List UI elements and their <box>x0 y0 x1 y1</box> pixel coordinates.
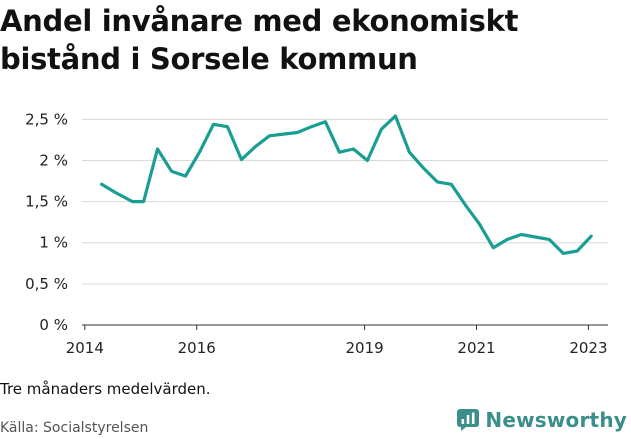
data-point <box>184 174 187 178</box>
series-line <box>99 114 593 255</box>
data-point <box>310 125 313 128</box>
data-point <box>548 238 551 241</box>
data-point <box>534 235 537 239</box>
data-point <box>562 252 565 255</box>
chart-title: Andel invånare med ekonomiskt bistånd i … <box>0 4 519 76</box>
data-point <box>324 120 327 124</box>
x-tick-label: 2023 <box>569 339 607 357</box>
y-axis-ticks: 0 % 0,5 % 1 % 1,5 % 2 % 2,5 % <box>25 110 68 334</box>
data-point <box>394 114 397 118</box>
x-tick-label: 2014 <box>66 339 104 357</box>
data-point <box>100 183 103 186</box>
data-point <box>131 200 134 203</box>
y-tick-label: 1 % <box>39 234 68 252</box>
data-point <box>254 145 257 148</box>
y-tick-label: 2,5 % <box>25 110 68 128</box>
gridlines <box>82 118 608 285</box>
data-point <box>142 200 145 203</box>
data-point <box>268 134 271 137</box>
data-point <box>366 159 369 162</box>
data-point <box>114 191 117 194</box>
data-point <box>492 246 495 249</box>
line-chart: 0 % 0,5 % 1 % 1,5 % 2 % 2,5 % 2014 2016 2019 202… <box>25 110 608 357</box>
data-point <box>296 131 299 134</box>
y-tick-label: 0 % <box>39 316 68 334</box>
data-point <box>464 203 467 207</box>
data-point <box>352 147 355 151</box>
data-point <box>408 151 411 154</box>
data-point <box>212 123 215 126</box>
data-point <box>506 238 509 241</box>
data-point <box>338 151 341 154</box>
x-tick-label: 2019 <box>345 339 383 357</box>
x-axis: 2014 2016 2019 2021 2023 <box>66 324 608 357</box>
data-point <box>478 222 481 226</box>
data-point <box>282 132 285 136</box>
data-point <box>422 166 425 170</box>
data-point <box>170 169 173 173</box>
x-tick-label: 2021 <box>457 339 495 357</box>
data-point <box>380 128 383 131</box>
data-point <box>436 180 439 184</box>
source-label: Källa: Socialstyrelsen <box>0 420 149 436</box>
data-point <box>590 234 593 238</box>
y-tick-label: 0,5 % <box>25 275 68 293</box>
data-point <box>450 183 453 186</box>
brand-name: Newsworthy <box>485 408 627 432</box>
newsworthy-logo-icon <box>457 409 480 431</box>
data-point <box>240 158 243 161</box>
y-tick-label: 1,5 % <box>25 193 68 211</box>
y-tick-label: 2 % <box>39 151 68 169</box>
chart-note: Tre månaders medelvärden. <box>0 380 211 398</box>
data-point <box>198 151 201 154</box>
brand-logo: Newsworthy <box>457 408 627 432</box>
data-point <box>520 233 523 236</box>
series-group <box>99 114 593 255</box>
data-point <box>156 147 159 151</box>
data-point <box>226 125 229 128</box>
x-tick-label: 2016 <box>178 339 216 357</box>
data-point <box>576 249 579 253</box>
